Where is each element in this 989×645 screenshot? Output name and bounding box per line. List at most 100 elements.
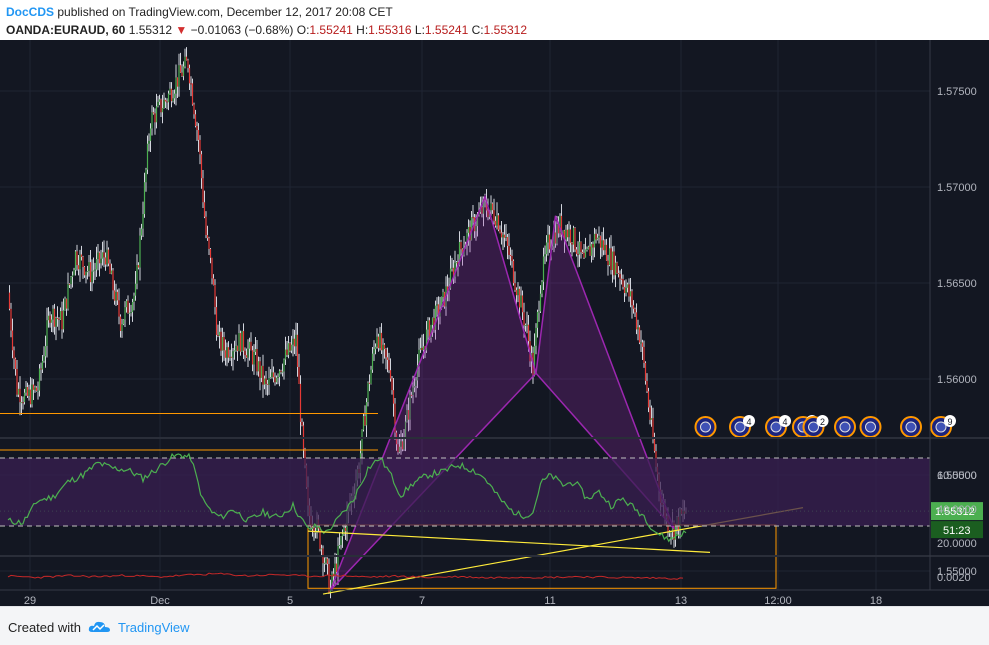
candle-body bbox=[158, 99, 161, 102]
candle-body bbox=[211, 257, 213, 279]
candle-body bbox=[278, 370, 281, 378]
candle-body bbox=[101, 252, 104, 259]
flag-center-icon bbox=[865, 421, 876, 433]
candle-body bbox=[604, 244, 606, 251]
candle-body bbox=[176, 77, 179, 87]
symbol-label[interactable]: OANDA:EURAUD, 60 bbox=[6, 23, 126, 37]
candle-body bbox=[137, 265, 140, 268]
candle-body bbox=[602, 240, 605, 251]
candle-body bbox=[11, 330, 14, 351]
candle-body bbox=[509, 254, 512, 256]
candle-body bbox=[590, 243, 593, 256]
candle-body bbox=[73, 270, 75, 276]
candle-body bbox=[326, 558, 329, 564]
tradingview-cloud-icon bbox=[88, 621, 110, 632]
candle-body bbox=[518, 288, 521, 308]
candle-body bbox=[134, 283, 137, 296]
candle-body bbox=[98, 252, 101, 264]
candle-body bbox=[647, 391, 650, 408]
candle-body bbox=[524, 324, 527, 326]
candle-body bbox=[61, 311, 63, 330]
candle-body bbox=[559, 215, 561, 234]
candle-body bbox=[500, 232, 503, 238]
candle-body bbox=[398, 446, 401, 453]
candle-body bbox=[56, 317, 59, 319]
candle-body bbox=[674, 524, 677, 540]
candle-body bbox=[20, 402, 23, 404]
candle-body bbox=[82, 256, 84, 268]
candle-body bbox=[124, 307, 126, 320]
candle-body bbox=[160, 99, 162, 113]
last-price-tag bbox=[931, 502, 983, 521]
flag-center-icon bbox=[734, 421, 746, 433]
flag-center-icon bbox=[935, 421, 947, 433]
candle-body bbox=[50, 319, 53, 323]
candle-body bbox=[203, 202, 206, 217]
candle-body bbox=[563, 230, 566, 240]
chart-axes: 1.57500 1.57000 1.56500 1.56000 1.55500 1.550… bbox=[0, 40, 989, 606]
rsi-line[interactable] bbox=[7, 452, 687, 543]
countdown-tag bbox=[931, 521, 983, 539]
candle-body bbox=[281, 371, 284, 373]
candle-body bbox=[230, 356, 233, 358]
low-value: 1.55241 bbox=[424, 23, 469, 37]
publish-line: DocCDS published on TradingView.com, Dec… bbox=[6, 5, 393, 19]
candle-body bbox=[586, 248, 588, 250]
candle-body bbox=[338, 544, 341, 547]
candle-body bbox=[520, 295, 522, 308]
candle-body bbox=[484, 199, 486, 201]
candle-body bbox=[640, 342, 642, 344]
candle-body bbox=[244, 350, 246, 356]
candle-body bbox=[335, 563, 338, 573]
candle-body bbox=[265, 378, 267, 384]
close-value: 1.55312 bbox=[483, 23, 528, 37]
price-tick-label: 1.57000 bbox=[937, 182, 977, 194]
candle-body bbox=[151, 112, 153, 129]
candle-body bbox=[554, 232, 557, 244]
candle-body bbox=[67, 283, 69, 309]
candle-body bbox=[40, 368, 42, 370]
candle-body bbox=[172, 98, 174, 102]
candle-body bbox=[289, 343, 291, 351]
author-link[interactable]: DocCDS bbox=[6, 5, 55, 19]
candle-body bbox=[226, 347, 228, 358]
oscillator-line[interactable] bbox=[7, 572, 684, 580]
candle-body bbox=[589, 246, 591, 256]
chart-canvas[interactable]: 44329 1.575001.570001.565001.560001.5550… bbox=[0, 40, 989, 606]
candle-body bbox=[29, 389, 32, 405]
last-price: 1.55312 bbox=[128, 23, 173, 37]
candle-body bbox=[625, 287, 627, 294]
tradingview-link[interactable]: TradingView bbox=[118, 620, 190, 635]
candle-body bbox=[247, 348, 249, 358]
candle-body bbox=[422, 346, 425, 350]
candle-body bbox=[136, 265, 138, 284]
event-count-text: 4 bbox=[782, 417, 787, 427]
candle-body bbox=[169, 88, 171, 94]
candle-body bbox=[581, 252, 584, 254]
time-tick-label: 13 bbox=[675, 595, 687, 606]
candle-body bbox=[628, 284, 630, 297]
candle-body bbox=[565, 229, 567, 240]
candle-body bbox=[77, 265, 80, 270]
candle-body bbox=[118, 300, 120, 317]
candle-body bbox=[331, 573, 333, 589]
candle-body bbox=[190, 83, 192, 85]
candle-body bbox=[425, 329, 428, 351]
candle-body bbox=[49, 315, 51, 323]
rsi-divergence-trendline[interactable] bbox=[307, 530, 711, 553]
candle-body bbox=[290, 344, 293, 351]
candle-body bbox=[92, 270, 95, 272]
candle-body bbox=[493, 210, 495, 221]
pattern-triangle-bcd[interactable] bbox=[536, 215, 674, 529]
candle-body bbox=[34, 387, 36, 390]
candle-body bbox=[389, 370, 392, 379]
rsi-pane[interactable] bbox=[0, 452, 930, 553]
candle-body bbox=[238, 333, 240, 351]
candle-body bbox=[482, 199, 485, 214]
candle-body bbox=[341, 533, 344, 537]
candle-body bbox=[184, 56, 186, 67]
price-pane[interactable]: 44329 bbox=[0, 40, 956, 599]
candle-body bbox=[188, 68, 191, 84]
oscillator-pane[interactable] bbox=[7, 572, 684, 580]
candle-body bbox=[122, 319, 125, 325]
